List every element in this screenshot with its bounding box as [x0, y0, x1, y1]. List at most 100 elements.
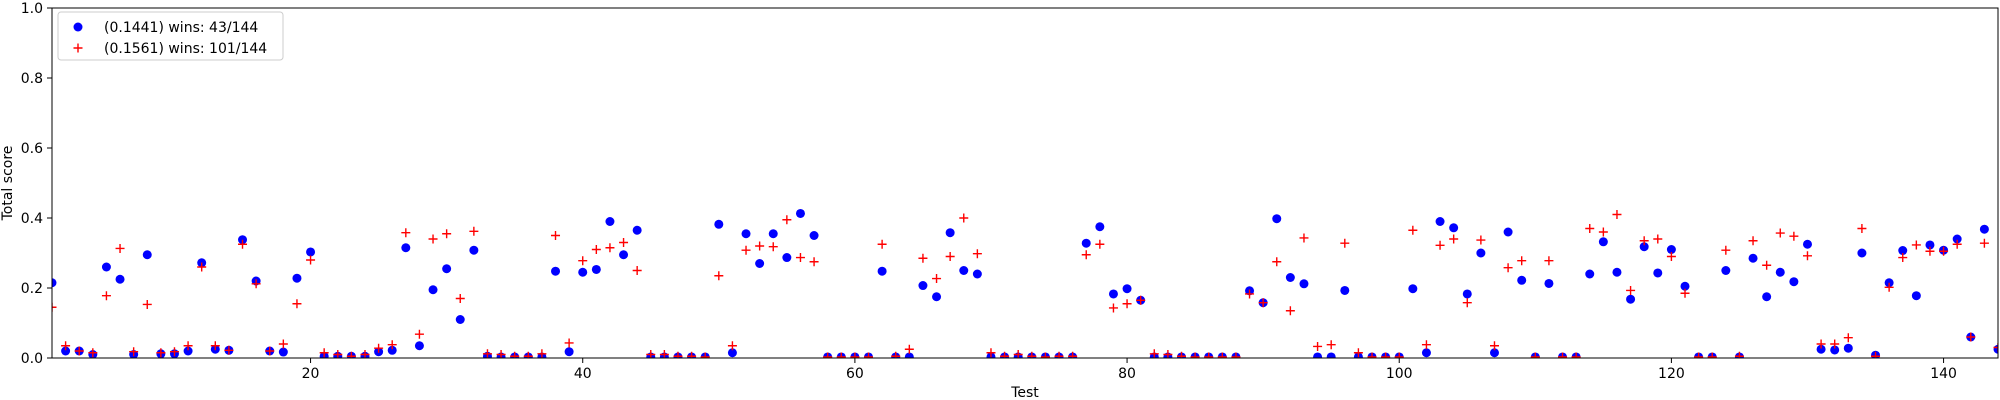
- data-point: [1748, 236, 1758, 246]
- data-point: [605, 217, 615, 226]
- y-axis-ticks: 0.0 0.2 0.4 0.6 0.8 1.0: [21, 1, 52, 367]
- data-point: [1149, 349, 1159, 358]
- data-point: [591, 264, 601, 274]
- data-point: [156, 348, 166, 358]
- data-point: [306, 247, 316, 257]
- data-point: [1122, 284, 1132, 294]
- data-point: [1217, 352, 1227, 358]
- data-point: [1830, 345, 1840, 355]
- x-tick-label: 20: [302, 366, 320, 382]
- data-point: [1694, 352, 1704, 358]
- data-point: [932, 274, 942, 284]
- data-point: [1816, 344, 1826, 354]
- data-point: [469, 245, 479, 255]
- data-point: [401, 228, 411, 238]
- data-point: [1843, 343, 1853, 353]
- data-point: [61, 346, 71, 356]
- legend: (0.1441) wins: 43/144 (0.1561) wins: 101/…: [57, 11, 284, 61]
- data-point: [1299, 279, 1309, 289]
- data-point: [1136, 295, 1146, 305]
- data-point: [1313, 341, 1323, 351]
- y-tick-label: 0.0: [21, 351, 43, 367]
- data-point: [700, 352, 710, 358]
- data-point: [1871, 351, 1881, 358]
- data-point: [1272, 257, 1282, 267]
- data-point: [1721, 245, 1731, 255]
- data-point: [959, 213, 969, 223]
- data-point: [605, 243, 615, 253]
- data-point: [401, 243, 411, 253]
- data-point: [619, 250, 629, 260]
- data-point: [101, 262, 111, 272]
- data-point: [945, 228, 955, 238]
- data-point: [469, 226, 479, 236]
- data-point: [945, 252, 955, 261]
- data-point: [986, 348, 996, 358]
- y-tick-label: 1.0: [21, 1, 43, 17]
- series-1: [52, 208, 1998, 358]
- data-point: [428, 285, 438, 295]
- y-axis-label: Total score: [0, 146, 16, 222]
- data-point: [1993, 344, 1998, 354]
- data-point: [74, 346, 84, 356]
- data-point: [428, 234, 438, 244]
- data-point: [1299, 233, 1309, 243]
- series-2: [52, 210, 1998, 358]
- data-point: [619, 238, 629, 247]
- data-point: [727, 348, 737, 358]
- data-point: [346, 351, 356, 358]
- data-point: [809, 231, 819, 240]
- data-point: [1979, 224, 1989, 234]
- data-point: [265, 346, 275, 356]
- data-point: [877, 239, 887, 249]
- data-point: [306, 255, 316, 265]
- data-point: [782, 215, 792, 225]
- data-point: [1748, 253, 1758, 263]
- data-point: [1326, 352, 1336, 358]
- data-point: [918, 281, 928, 291]
- data-point: [1680, 281, 1690, 291]
- data-point: [1462, 289, 1472, 299]
- data-point: [1408, 225, 1418, 235]
- data-point: [1911, 240, 1921, 250]
- data-point: [795, 208, 805, 218]
- data-point: [1435, 240, 1445, 250]
- data-point: [1830, 339, 1840, 349]
- data-point: [1898, 253, 1908, 263]
- data-point: [1721, 266, 1731, 275]
- data-point: [414, 341, 424, 351]
- data-point: [1394, 352, 1404, 358]
- data-point: [537, 349, 547, 358]
- data-point: [1898, 246, 1908, 256]
- data-point: [1272, 214, 1282, 224]
- data-point: [687, 351, 697, 358]
- data-point: [1313, 352, 1323, 358]
- data-point: [1789, 231, 1799, 241]
- data-point: [741, 229, 751, 239]
- data-point: [1462, 298, 1472, 308]
- data-point: [238, 235, 248, 245]
- data-point: [1476, 248, 1486, 258]
- data-point: [932, 292, 942, 302]
- plot-frame: [51, 7, 1999, 359]
- data-point: [1027, 351, 1037, 358]
- data-point: [442, 264, 452, 274]
- data-markers: [52, 208, 1998, 358]
- x-tick-label: 120: [1658, 366, 1685, 382]
- data-point: [1666, 245, 1676, 254]
- data-point: [1993, 343, 1998, 352]
- data-point: [455, 315, 465, 324]
- y-tick-label: 0.8: [21, 71, 43, 87]
- data-point: [1489, 341, 1499, 351]
- data-point: [52, 302, 57, 312]
- data-point: [1068, 351, 1078, 358]
- data-point: [115, 243, 125, 253]
- data-point: [1489, 348, 1499, 358]
- data-point: [1108, 289, 1118, 299]
- data-point: [1789, 277, 1799, 287]
- data-point: [1585, 269, 1595, 279]
- data-point: [1108, 303, 1118, 313]
- data-point: [564, 347, 574, 357]
- data-point: [52, 278, 57, 288]
- legend-marker: [73, 43, 83, 53]
